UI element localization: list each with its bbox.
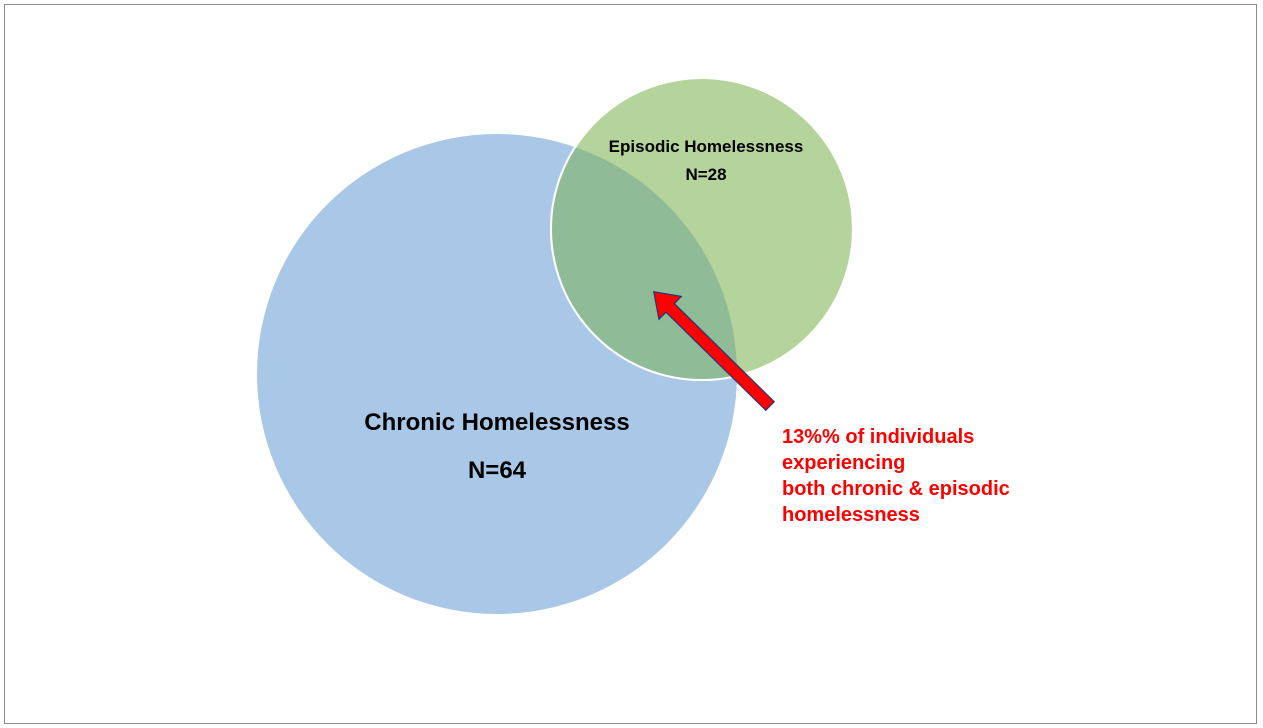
episodic-count: N=28 <box>685 165 726 184</box>
chronic-count: N=64 <box>468 457 527 484</box>
episodic-circle-outline <box>550 77 854 381</box>
callout-line: both chronic & episodic <box>782 478 1010 500</box>
callout-arrow <box>652 291 776 412</box>
callout-line: experiencing <box>782 452 906 474</box>
overlap-callout: 13%% of individuals experiencing both ch… <box>782 424 1102 528</box>
overlap-region <box>551 134 737 380</box>
chronic-label: Chronic Homelessness <box>364 409 629 436</box>
callout-line: homelessness <box>782 504 920 526</box>
episodic-label: Episodic Homelessness <box>609 137 804 156</box>
callout-line: 13%% of individuals <box>782 426 975 448</box>
